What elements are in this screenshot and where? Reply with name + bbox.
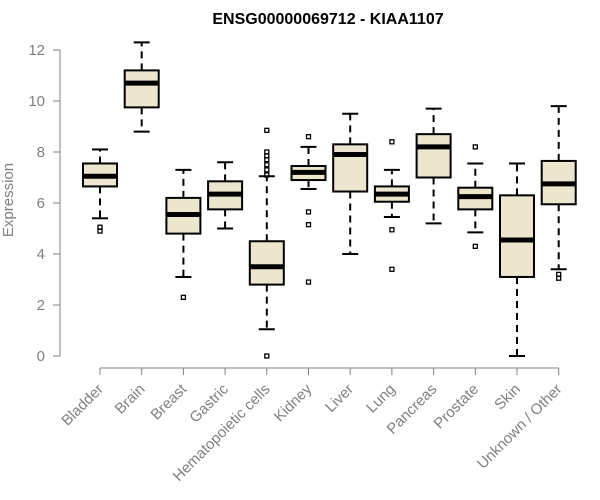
box-iqr xyxy=(332,143,369,193)
x-category-label: Liver xyxy=(322,381,357,416)
box-group xyxy=(248,127,285,359)
y-tick-label: 0 xyxy=(37,348,45,365)
boxes-layer xyxy=(82,41,577,359)
x-category-label: Breast xyxy=(148,380,191,423)
box-group xyxy=(415,107,452,225)
outlier-point xyxy=(305,279,312,285)
x-category-label: Brain xyxy=(112,381,149,418)
y-tick-label: 12 xyxy=(28,42,45,59)
y-tick-label: 8 xyxy=(37,144,45,161)
box-group xyxy=(457,144,494,250)
box-group xyxy=(82,148,118,234)
outlier-point xyxy=(389,227,395,233)
box-group xyxy=(290,134,327,285)
x-category-label: Prostate xyxy=(431,381,483,433)
box-group xyxy=(123,41,160,133)
chart-title: ENSG00000069712 - KIAA1107 xyxy=(212,11,443,28)
y-tick-label: 2 xyxy=(37,297,45,314)
box-iqr xyxy=(248,240,285,286)
box-group xyxy=(499,162,535,357)
outlier-point xyxy=(264,127,270,133)
box-group xyxy=(373,139,410,272)
outlier-point xyxy=(264,172,270,178)
outlier-point xyxy=(305,222,312,228)
y-tick-label: 4 xyxy=(37,246,45,263)
x-category-label: Bladder xyxy=(58,381,107,430)
outlier-point xyxy=(264,353,270,359)
y-tick-label: 10 xyxy=(28,93,45,110)
box-group xyxy=(540,105,577,281)
outlier-point xyxy=(264,162,270,168)
x-category-label: Skin xyxy=(491,381,524,414)
x-category-label: Kidney xyxy=(271,380,316,425)
box-group xyxy=(207,161,244,230)
outlier-point xyxy=(305,209,312,215)
x-category-label: Lung xyxy=(363,381,399,417)
outlier-point xyxy=(556,271,562,278)
outlier-point xyxy=(264,167,270,173)
box-iqr xyxy=(123,69,160,109)
outlier-point xyxy=(472,144,478,150)
outlier-point xyxy=(264,149,270,155)
box-iqr xyxy=(499,194,535,278)
outlier-point xyxy=(472,243,478,250)
box-iqr xyxy=(415,133,452,179)
outlier-point xyxy=(389,266,395,272)
box-group xyxy=(165,168,202,301)
outlier-point xyxy=(305,134,312,140)
y-axis-title: Expression xyxy=(0,163,17,237)
box-group xyxy=(332,112,369,255)
y-tick-label: 6 xyxy=(37,195,45,212)
outlier-point xyxy=(389,139,395,145)
outlier-point xyxy=(97,224,103,230)
y-axis: 0 2 4 6 8 10 12 xyxy=(28,42,61,365)
outlier-point xyxy=(180,294,187,301)
